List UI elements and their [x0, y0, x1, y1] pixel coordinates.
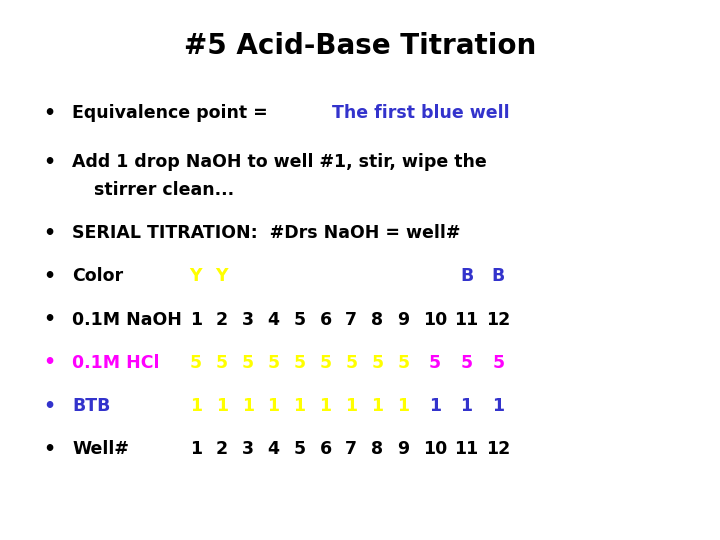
Text: 10: 10 [423, 440, 447, 458]
Text: 1: 1 [372, 397, 383, 415]
Text: 6: 6 [320, 440, 331, 458]
Text: 5: 5 [492, 354, 504, 372]
Text: 1: 1 [397, 397, 409, 415]
Text: 3: 3 [242, 310, 253, 329]
Text: B: B [460, 267, 473, 286]
Text: 11: 11 [454, 310, 479, 329]
Text: 5: 5 [320, 354, 331, 372]
Text: 1: 1 [492, 397, 504, 415]
Text: Well#: Well# [72, 440, 129, 458]
Text: 11: 11 [454, 440, 479, 458]
Text: 5: 5 [461, 354, 472, 372]
Text: 5: 5 [294, 440, 305, 458]
Text: 1: 1 [346, 397, 357, 415]
Text: 8: 8 [372, 440, 383, 458]
Text: 12: 12 [486, 310, 510, 329]
Text: 9: 9 [397, 310, 409, 329]
Text: 5: 5 [216, 354, 228, 372]
Text: •: • [43, 224, 55, 243]
Text: 4: 4 [268, 440, 279, 458]
Text: 5: 5 [268, 354, 279, 372]
Text: 5: 5 [429, 354, 441, 372]
Text: 1: 1 [190, 310, 202, 329]
Text: 5: 5 [372, 354, 383, 372]
Text: stirrer clean...: stirrer clean... [94, 181, 234, 199]
Text: 5: 5 [190, 354, 202, 372]
Text: 5: 5 [397, 354, 409, 372]
Text: Add 1 drop NaOH to well #1, stir, wipe the: Add 1 drop NaOH to well #1, stir, wipe t… [72, 153, 487, 171]
Text: The first blue well: The first blue well [333, 104, 510, 123]
Text: Y: Y [189, 267, 202, 286]
Text: •: • [43, 267, 55, 286]
Text: 5: 5 [294, 354, 305, 372]
Text: 12: 12 [486, 440, 510, 458]
Text: •: • [43, 104, 55, 123]
Text: •: • [43, 310, 55, 329]
Text: •: • [43, 152, 55, 172]
Text: 4: 4 [268, 310, 279, 329]
Text: 9: 9 [397, 440, 409, 458]
Text: 5: 5 [242, 354, 253, 372]
Text: Equivalence point =: Equivalence point = [72, 104, 274, 123]
Text: 1: 1 [190, 397, 202, 415]
Text: 1: 1 [429, 397, 441, 415]
Text: 3: 3 [242, 440, 253, 458]
Text: 1: 1 [190, 440, 202, 458]
Text: 2: 2 [216, 310, 228, 329]
Text: •: • [43, 353, 55, 373]
Text: 1: 1 [461, 397, 472, 415]
Text: #5 Acid-Base Titration: #5 Acid-Base Titration [184, 32, 536, 60]
Text: •: • [43, 396, 55, 416]
Text: 7: 7 [346, 440, 357, 458]
Text: 7: 7 [346, 310, 357, 329]
Text: 1: 1 [216, 397, 228, 415]
Text: •: • [43, 440, 55, 459]
Text: 8: 8 [372, 310, 383, 329]
Text: 6: 6 [320, 310, 331, 329]
Text: Color: Color [72, 267, 123, 286]
Text: 1: 1 [320, 397, 331, 415]
Text: 0.1M HCl: 0.1M HCl [72, 354, 160, 372]
Text: BTB: BTB [72, 397, 110, 415]
Text: 1: 1 [294, 397, 305, 415]
Text: 0.1M NaOH: 0.1M NaOH [72, 310, 182, 329]
Text: 1: 1 [242, 397, 253, 415]
Text: 10: 10 [423, 310, 447, 329]
Text: 5: 5 [346, 354, 357, 372]
Text: 2: 2 [216, 440, 228, 458]
Text: B: B [492, 267, 505, 286]
Text: SERIAL TITRATION:  #Drs NaOH = well#: SERIAL TITRATION: #Drs NaOH = well# [72, 224, 460, 242]
Text: 5: 5 [294, 310, 305, 329]
Text: Y: Y [215, 267, 228, 286]
Text: 1: 1 [268, 397, 279, 415]
